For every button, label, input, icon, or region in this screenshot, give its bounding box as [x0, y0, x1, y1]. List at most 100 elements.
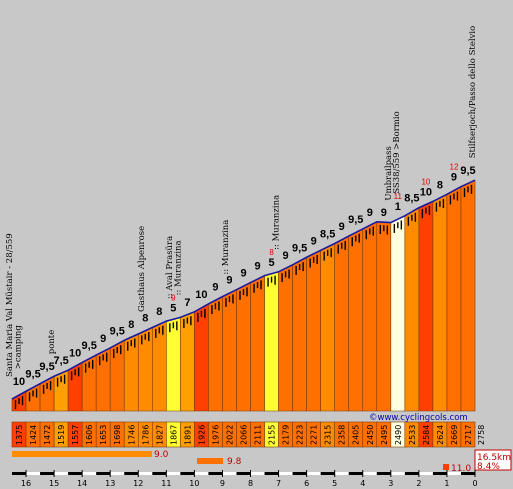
profile-line [11, 179, 476, 400]
altitude-label: 2066 [240, 425, 249, 445]
steepest-section-label: 11.0 [451, 464, 471, 474]
altitude-label: 1926 [197, 425, 206, 445]
profile-segment [236, 282, 251, 412]
place-label: Gasthaus Alpenrose [137, 226, 147, 312]
axis-stripe [194, 472, 209, 475]
altitude-label: 1746 [127, 425, 136, 445]
altitude-label: 1606 [85, 425, 94, 445]
axis-stripe [54, 472, 69, 475]
axis-stripe [306, 472, 321, 475]
altitude-label: 1653 [99, 425, 108, 445]
gradient-label: 8 [156, 306, 162, 318]
altitude-label: 2155 [268, 425, 277, 445]
altitude-label: 2584 [422, 425, 431, 445]
axis-stripe [82, 472, 97, 475]
axis-tick-label: 4 [360, 479, 365, 488]
profile-segment [306, 249, 321, 412]
gradient-label: 9 [226, 275, 232, 287]
profile-segment [446, 186, 462, 412]
profile-segment [432, 193, 448, 412]
axis-stripe [138, 472, 153, 475]
gradient-label: 9 [381, 207, 387, 219]
place-label: :: Muranzina [173, 240, 183, 295]
altitude-label: 2223 [296, 425, 305, 445]
gradient-label: 9,5 [460, 165, 475, 177]
gradient-label: 10 [420, 186, 432, 198]
steepest-section-bar [197, 458, 223, 464]
steepest-section-label: 9.0 [154, 450, 169, 460]
altitude-label: 1867 [169, 425, 178, 445]
gradient-label: 9 [212, 282, 218, 294]
gradient-label: 9,5 [25, 369, 40, 381]
km-axis: 16 15 14 13 12 11 10 9 8 7 6 5 4 3 2 1 0 [12, 470, 478, 488]
place-label: :: Aval Prasüra [165, 236, 175, 299]
gradient-label: 9,5 [82, 340, 97, 352]
altitude-label: 1827 [155, 425, 164, 445]
gradient-label: 9 [451, 172, 457, 184]
gradient-peak-label: 12 [450, 163, 459, 172]
axis-stripe [278, 472, 293, 475]
place-label: Umbrailpass [384, 146, 394, 200]
altitude-label: 2111 [254, 425, 263, 445]
axis-tick-label: 7 [276, 479, 281, 488]
altitude-label: 1698 [113, 425, 122, 445]
profile-segment [208, 296, 223, 412]
altitude-labels: 1375 1424 1472 1519 1557 1606 1653 1698 1746 1786… [15, 425, 486, 445]
gradient-label: 9 [254, 261, 260, 273]
axis-stripe [362, 472, 377, 475]
axis-tick-label: 6 [304, 479, 309, 488]
gradient-peak-label: 10 [421, 177, 430, 186]
altitude-label: 2669 [450, 425, 459, 445]
profile-segment [194, 303, 209, 412]
gradient-label: 8,5 [404, 193, 419, 205]
gradient-peak-label: 8 [269, 248, 274, 257]
altitude-label: 1424 [29, 425, 38, 445]
axis-tick-label: 16 [21, 479, 31, 488]
altitude-label: 2405 [352, 425, 361, 445]
axis-tick-label: 9 [220, 479, 225, 488]
profile-segment [362, 221, 378, 412]
steepest-section-bar [443, 464, 449, 470]
place-label: :: Muranzina [221, 220, 231, 275]
place-label: Santa Maria Val Müstair - 28/559 [5, 233, 15, 377]
altitude-label: 2533 [408, 425, 417, 445]
altitude-label: 2179 [282, 425, 291, 445]
altitude-label: 1891 [183, 425, 192, 445]
axis-tick-label: 2 [416, 479, 421, 488]
gradient-label: 9,5 [292, 242, 307, 254]
altitude-label: 2758 [477, 425, 486, 445]
axis-stripe [418, 472, 433, 475]
altitude-label: 2490 [394, 425, 403, 445]
steepest-section-label: 9.8 [227, 457, 242, 467]
altitude-label: 1557 [71, 425, 80, 445]
axis-tick-label: 11 [161, 479, 171, 488]
axis-tick-label: 8 [248, 479, 253, 488]
profile-segment [250, 275, 265, 412]
gradient-label: 9 [339, 221, 345, 233]
profile-segment [264, 271, 279, 412]
altitude-label: 2022 [225, 425, 234, 445]
climb-stats: 16.5km 8.4% [474, 449, 512, 472]
axis-stripe [250, 472, 265, 475]
altitude-label: 2358 [338, 425, 347, 445]
altitude-cell [460, 421, 476, 448]
altitude-label: 2315 [324, 425, 333, 445]
altitude-label: 1375 [15, 425, 24, 445]
altitude-label: 2495 [380, 425, 389, 445]
axis-stripe [390, 472, 405, 475]
axis-stripe [446, 472, 461, 475]
axis-stripe [26, 472, 41, 475]
gradient-label: 10 [13, 376, 25, 388]
altitude-label: 2624 [436, 425, 445, 445]
gradient-peak-label: 9 [171, 293, 176, 302]
axis-tick-label: 15 [49, 479, 59, 488]
profile-segment [376, 221, 392, 412]
altitude-label: 1519 [57, 425, 66, 445]
gradient-label: 8,5 [320, 228, 335, 240]
steepest-section-bar [12, 451, 152, 457]
profile-segment [137, 327, 153, 412]
axis-tick-label: 1 [444, 479, 449, 488]
gradient-label: 9 [100, 333, 106, 345]
